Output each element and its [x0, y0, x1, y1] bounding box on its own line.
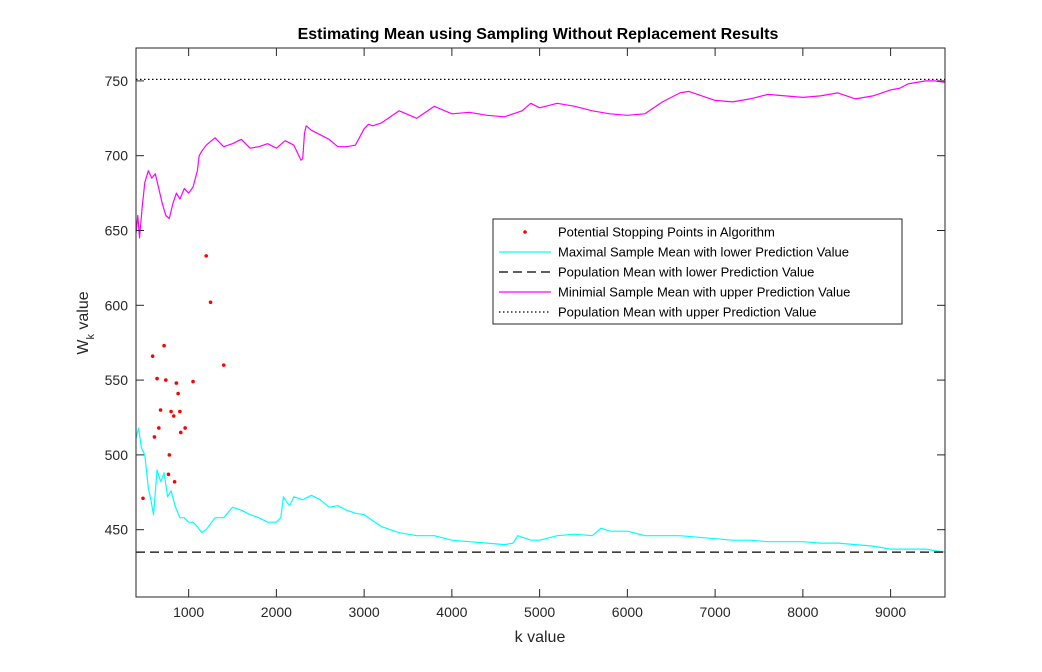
y-tick-label: 600: [105, 297, 129, 313]
y-axis-label: Wk value: [75, 291, 97, 354]
chart-title: Estimating Mean using Sampling Without R…: [298, 26, 779, 43]
stopping-point: [162, 343, 166, 348]
stopping-point: [178, 430, 183, 435]
series-layer: [136, 78, 945, 553]
stopping-point: [208, 300, 213, 305]
stopping-point: [155, 376, 159, 381]
stopping-point: [141, 496, 145, 501]
stopping-point: [174, 381, 179, 385]
legend-entry: Population Mean with lower Prediction Va…: [499, 265, 814, 280]
stopping-point: [167, 453, 172, 457]
stopping-point: [164, 378, 168, 382]
stopping-point: [152, 435, 157, 439]
y-axis-label-subscript: k: [85, 334, 97, 340]
legend-marker-points: [523, 230, 527, 234]
stopping-point: [221, 363, 226, 367]
stopping-point: [158, 408, 163, 412]
x-axis-label: k value: [515, 629, 566, 646]
stopping-point: [183, 426, 187, 430]
x-tick-label: 1000: [173, 604, 204, 620]
x-tick-label: 3000: [349, 604, 380, 620]
stopping-point: [178, 409, 182, 414]
stopping-point: [171, 414, 176, 418]
y-tick-label: 750: [105, 73, 129, 89]
legend-entry: Population Mean with upper Prediction Va…: [499, 305, 816, 320]
x-tick-label: 5000: [524, 604, 555, 620]
stopping-point: [157, 426, 161, 430]
stopping-point: [172, 480, 177, 484]
legend: Potential Stopping Points in Algorithm Ma…: [492, 218, 903, 325]
stopping-point: [166, 472, 171, 477]
x-tick-label: 8000: [787, 604, 818, 620]
y-axis-label-rest: value: [75, 291, 92, 334]
x-tick-label: 2000: [261, 604, 292, 620]
series-4-line: [136, 80, 945, 239]
y-tick-label: 500: [105, 447, 129, 463]
y-axis-label-base: W: [75, 339, 92, 355]
y-tick-label: 550: [105, 372, 129, 388]
y-tick-label: 650: [105, 223, 129, 239]
series-2-line: [136, 427, 945, 553]
y-tick-label: 700: [105, 148, 129, 164]
legend-label: Maximal Sample Mean with lower Predictio…: [558, 245, 849, 260]
y-ticks: 450 500 550 600 650 700 750: [105, 73, 945, 538]
x-tick-label: 4000: [436, 604, 467, 620]
y-tick-label: 450: [105, 522, 129, 538]
stopping-point: [169, 409, 173, 414]
stopping-point: [150, 354, 155, 358]
series-1-points: [141, 254, 226, 501]
stopping-point: [191, 379, 195, 384]
x-ticks: 1000 2000 3000 4000 5000 6000 7000 8000 9000: [173, 48, 906, 620]
legend-label: Population Mean with lower Prediction Va…: [558, 265, 814, 280]
stopping-point: [176, 391, 180, 396]
stopping-point: [204, 254, 208, 258]
x-tick-label: 7000: [700, 604, 731, 620]
legend-label: Population Mean with upper Prediction Va…: [558, 305, 816, 320]
legend-label: Potential Stopping Points in Algorithm: [558, 225, 775, 240]
legend-entry: Maximal Sample Mean with lower Predictio…: [499, 245, 849, 260]
axes-box: [135, 47, 946, 598]
legend-entry: Minimial Sample Mean with upper Predicti…: [499, 285, 850, 300]
x-tick-label: 6000: [612, 604, 643, 620]
legend-label: Minimial Sample Mean with upper Predicti…: [558, 285, 850, 300]
legend-box: [492, 218, 903, 325]
legend-entry: Potential Stopping Points in Algorithm: [523, 225, 775, 240]
x-tick-label: 9000: [875, 604, 906, 620]
